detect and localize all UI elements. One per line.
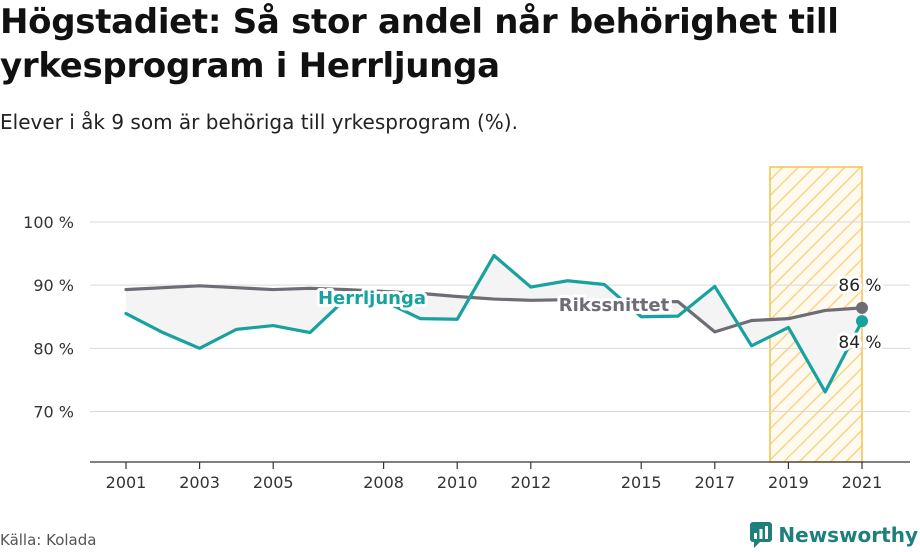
series-label-herrljunga-halo: Herrljunga: [318, 288, 426, 309]
end-label-herrljunga: 84 %: [838, 333, 881, 353]
y-tick-label: 70 %: [33, 402, 74, 421]
chart-title: Högstadiet: Så stor andel når behörighet…: [0, 2, 839, 86]
end-label-rikssnittet: 86 %: [838, 276, 881, 296]
brand-logo: Newsworthy: [750, 520, 918, 550]
gap-area: [126, 255, 862, 392]
x-tick-label: 2015: [621, 473, 662, 492]
x-tick-label: 2005: [253, 473, 294, 492]
chart-subtitle: Elever i åk 9 som är behöriga till yrkes…: [0, 110, 518, 134]
x-tick-label: 2008: [363, 473, 404, 492]
x-tick-label: 2010: [437, 473, 478, 492]
end-label-herrljunga-halo: 84 %: [838, 333, 881, 353]
x-tick-label: 2003: [179, 473, 220, 492]
x-tick-label: 2019: [768, 473, 809, 492]
x-tick-label: 2021: [842, 473, 883, 492]
brand-name: Newsworthy: [778, 523, 918, 547]
series-label-rikssnittet: Rikssnittet: [559, 295, 670, 316]
series-label-herrljunga: Herrljunga: [318, 288, 426, 309]
end-point-herrljunga: [856, 315, 868, 328]
x-tick-label: 2001: [106, 473, 147, 492]
x-tick-label: 2017: [694, 473, 735, 492]
end-point-rikssnittet: [856, 301, 868, 314]
series-line-herrljunga: [124, 253, 864, 394]
newsworthy-logo-icon: [750, 522, 773, 548]
series-label-rikssnittet-halo: Rikssnittet: [559, 295, 670, 316]
x-tick-label: 2012: [510, 473, 551, 492]
source-text: Källa: Kolada: [0, 531, 97, 549]
y-tick-label: 90 %: [33, 276, 74, 295]
y-tick-label: 80 %: [33, 339, 74, 358]
y-tick-label: 100 %: [23, 213, 74, 232]
end-label-rikssnittet-halo: 86 %: [838, 276, 881, 296]
